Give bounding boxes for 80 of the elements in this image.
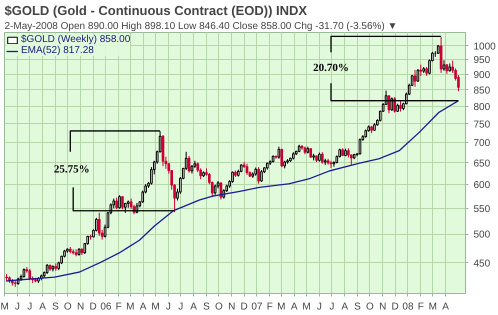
x-tick-label: J xyxy=(329,302,334,312)
candlestick xyxy=(419,64,422,76)
line-series xyxy=(6,100,460,282)
candlestick xyxy=(318,152,321,162)
x-tick-label: F xyxy=(266,302,273,312)
legend-label: $GOLD (Weekly) 858.00 xyxy=(21,34,130,45)
x-tick-label: O xyxy=(366,302,374,312)
candlestick xyxy=(257,166,260,184)
x-tick-label: A xyxy=(39,302,46,312)
candlestick xyxy=(214,184,216,196)
annotation: 25.75% xyxy=(54,164,90,176)
x-tick-label: M xyxy=(277,302,286,312)
candlestick xyxy=(278,146,280,160)
x-tick-label: N xyxy=(379,302,386,312)
candlestick xyxy=(399,100,402,112)
x-tick-label: S xyxy=(354,302,362,312)
y-tick-label: 1000 xyxy=(474,41,496,52)
x-tick-label: A xyxy=(140,302,147,312)
x-tick-label: A xyxy=(190,302,198,312)
candlestick xyxy=(188,155,190,174)
y-tick-label: 750 xyxy=(474,119,491,130)
y-tick-label: 900 xyxy=(474,70,491,81)
x-tick-label: M xyxy=(126,302,134,312)
candlestick xyxy=(115,197,118,210)
y-tick-label: 450 xyxy=(474,258,491,270)
x-tick-label: J xyxy=(316,302,322,312)
y-tick-label: 650 xyxy=(474,158,491,170)
x-tick-label: J xyxy=(14,302,20,312)
x-tick-label: M xyxy=(302,302,311,312)
candlestick xyxy=(28,268,32,281)
candlestick xyxy=(22,268,26,278)
y-tick-label: 800 xyxy=(474,102,491,113)
candlestick xyxy=(440,36,442,74)
x-tick-label: O xyxy=(64,302,72,312)
chart-title: $GOLD (Gold - Continuous Contract (EOD)) INDX xyxy=(4,3,308,18)
y-tick-label: 700 xyxy=(474,138,491,150)
candlestick xyxy=(280,148,284,168)
candlestick xyxy=(246,163,248,176)
x-tick-label: A xyxy=(442,302,450,312)
y-tick-label: 600 xyxy=(474,180,491,192)
x-tick-label: 07 xyxy=(251,302,263,312)
x-tick-label: M xyxy=(428,302,437,312)
x-tick-label: J xyxy=(27,302,32,312)
y-tick-label: 500 xyxy=(474,230,491,241)
candlestick xyxy=(442,60,446,72)
x-tick-label: M xyxy=(151,302,160,312)
x-tick-label: J xyxy=(178,302,184,312)
x-tick-label: J xyxy=(166,302,171,312)
x-tick-label: N xyxy=(228,302,236,312)
candlestick xyxy=(446,64,448,74)
candlestick xyxy=(436,44,440,55)
x-tick-label: M xyxy=(0,302,9,312)
annotation: 20.70% xyxy=(313,62,349,74)
x-tick-label: D xyxy=(89,302,97,312)
candlestick xyxy=(320,152,324,164)
x-tick-label: S xyxy=(52,302,60,312)
y-tick-label: 550 xyxy=(474,204,491,215)
chart-subtitle: 2-May-2008 Open 890.00 High 898.10 Low 846.40 Close 858.00 Chg -31.70 (-3.56%) ▼ xyxy=(4,21,398,32)
y-tick-label: 950 xyxy=(474,55,491,66)
x-tick-label: O xyxy=(214,302,223,312)
x-tick-label: N xyxy=(77,302,84,312)
x-tick-label: F xyxy=(418,302,424,312)
candlestick xyxy=(309,148,312,158)
legend-label: EMA(52) 817.28 xyxy=(21,45,94,56)
x-tick-label: 06 xyxy=(100,302,112,312)
candlestick xyxy=(260,170,263,182)
candlestick xyxy=(121,196,124,210)
x-tick-label: S xyxy=(203,302,210,312)
y-tick-label: 850 xyxy=(474,85,491,96)
candlestick xyxy=(416,68,420,82)
candlestick xyxy=(98,212,101,236)
x-tick-label: A xyxy=(341,302,348,312)
candlestick xyxy=(46,264,48,274)
x-tick-label: A xyxy=(290,302,298,312)
candlestick xyxy=(358,138,362,156)
candlestick xyxy=(414,69,416,88)
x-tick-label: D xyxy=(392,302,399,312)
x-tick-label: 08 xyxy=(402,302,414,312)
x-tick-label: D xyxy=(240,302,248,312)
x-tick-label: F xyxy=(116,302,122,312)
